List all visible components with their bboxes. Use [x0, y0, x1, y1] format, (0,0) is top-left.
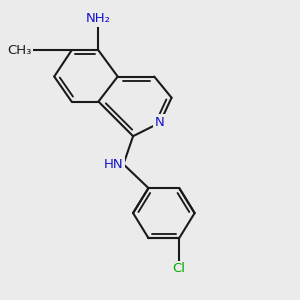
Text: CH₃: CH₃ [7, 44, 31, 57]
Text: Cl: Cl [173, 262, 186, 275]
Text: NH₂: NH₂ [86, 12, 111, 25]
Text: N: N [155, 116, 165, 129]
Text: HN: HN [104, 158, 124, 171]
